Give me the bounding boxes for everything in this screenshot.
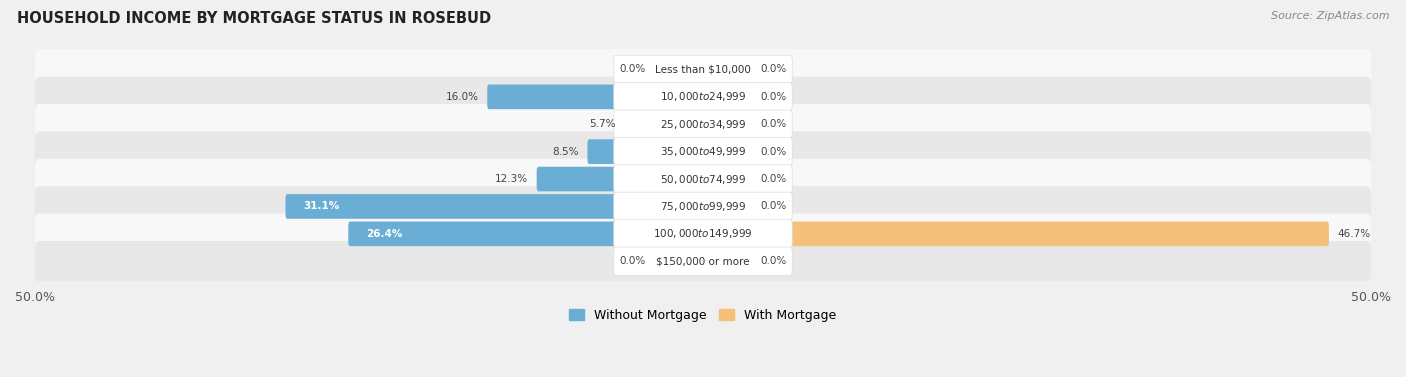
FancyBboxPatch shape [588,139,704,164]
FancyBboxPatch shape [624,112,704,136]
Text: Source: ZipAtlas.com: Source: ZipAtlas.com [1271,11,1389,21]
FancyBboxPatch shape [614,110,792,138]
FancyBboxPatch shape [702,194,752,219]
FancyBboxPatch shape [702,84,752,109]
Text: $25,000 to $34,999: $25,000 to $34,999 [659,118,747,131]
FancyBboxPatch shape [614,219,792,248]
Text: 8.5%: 8.5% [553,147,579,157]
FancyBboxPatch shape [35,77,1371,117]
Text: $50,000 to $74,999: $50,000 to $74,999 [659,173,747,185]
FancyBboxPatch shape [35,159,1371,199]
Text: 0.0%: 0.0% [619,256,645,266]
Text: 0.0%: 0.0% [761,92,787,102]
Text: $10,000 to $24,999: $10,000 to $24,999 [659,90,747,103]
Text: 0.0%: 0.0% [761,64,787,75]
Text: 12.3%: 12.3% [495,174,529,184]
FancyBboxPatch shape [654,249,704,274]
Text: 26.4%: 26.4% [367,229,402,239]
FancyBboxPatch shape [285,194,704,219]
Text: 31.1%: 31.1% [304,201,340,211]
Text: 0.0%: 0.0% [761,256,787,266]
FancyBboxPatch shape [614,55,792,84]
Text: $75,000 to $99,999: $75,000 to $99,999 [659,200,747,213]
FancyBboxPatch shape [702,139,752,164]
Text: 0.0%: 0.0% [761,119,787,129]
Text: HOUSEHOLD INCOME BY MORTGAGE STATUS IN ROSEBUD: HOUSEHOLD INCOME BY MORTGAGE STATUS IN R… [17,11,491,26]
FancyBboxPatch shape [614,192,792,221]
FancyBboxPatch shape [349,222,704,246]
FancyBboxPatch shape [35,49,1371,90]
Text: 0.0%: 0.0% [761,201,787,211]
FancyBboxPatch shape [614,137,792,166]
Text: Less than $10,000: Less than $10,000 [655,64,751,75]
FancyBboxPatch shape [35,213,1371,254]
Text: 0.0%: 0.0% [619,64,645,75]
FancyBboxPatch shape [614,165,792,193]
Text: 5.7%: 5.7% [589,119,616,129]
FancyBboxPatch shape [35,186,1371,227]
FancyBboxPatch shape [35,104,1371,144]
FancyBboxPatch shape [488,84,704,109]
Text: 0.0%: 0.0% [761,174,787,184]
Text: $100,000 to $149,999: $100,000 to $149,999 [654,227,752,240]
FancyBboxPatch shape [702,112,752,136]
Legend: Without Mortgage, With Mortgage: Without Mortgage, With Mortgage [564,304,842,327]
FancyBboxPatch shape [614,83,792,111]
FancyBboxPatch shape [654,57,704,82]
FancyBboxPatch shape [702,249,752,274]
FancyBboxPatch shape [537,167,704,192]
FancyBboxPatch shape [702,167,752,192]
FancyBboxPatch shape [614,247,792,276]
Text: 0.0%: 0.0% [761,147,787,157]
Text: $150,000 or more: $150,000 or more [657,256,749,266]
FancyBboxPatch shape [702,57,752,82]
Text: 46.7%: 46.7% [1337,229,1371,239]
FancyBboxPatch shape [35,131,1371,172]
FancyBboxPatch shape [702,222,1329,246]
FancyBboxPatch shape [35,241,1371,282]
Text: $35,000 to $49,999: $35,000 to $49,999 [659,145,747,158]
Text: 16.0%: 16.0% [446,92,478,102]
